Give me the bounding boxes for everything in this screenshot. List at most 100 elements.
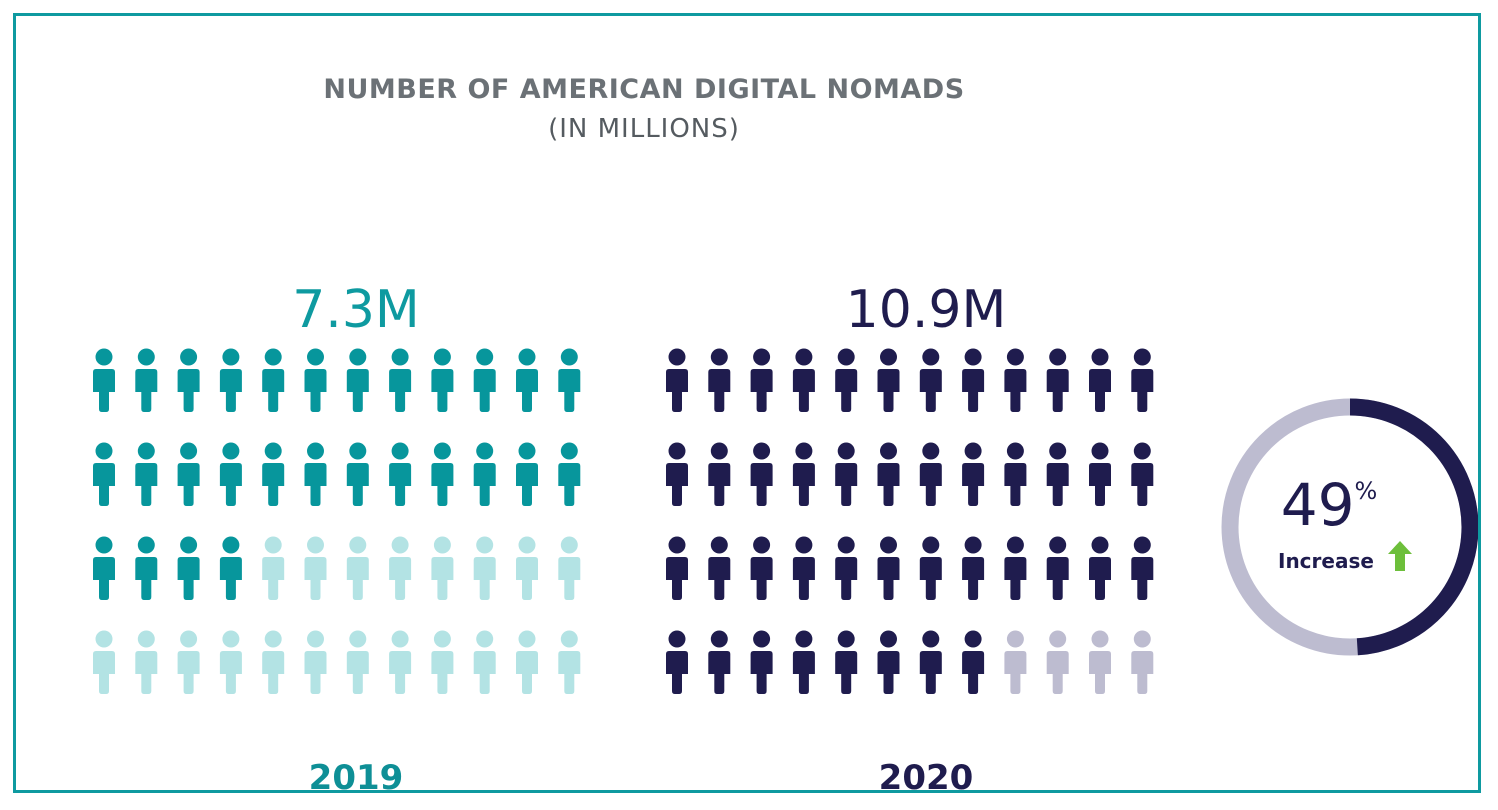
person-icon bbox=[877, 536, 900, 600]
person-icon bbox=[1046, 536, 1069, 600]
increase-percent-number: 49 bbox=[1280, 471, 1355, 539]
person-icon bbox=[666, 536, 688, 600]
person-icon bbox=[792, 630, 815, 694]
person-icon bbox=[431, 442, 454, 506]
person-icon bbox=[919, 442, 942, 506]
year-label-2020: 2020 bbox=[878, 758, 974, 793]
person-icon bbox=[919, 630, 942, 694]
person-icon bbox=[962, 536, 985, 600]
person-icon bbox=[135, 348, 158, 412]
person-icon bbox=[877, 630, 900, 694]
person-icon bbox=[346, 630, 369, 694]
ring-fill bbox=[1221, 398, 1478, 656]
person-icon bbox=[708, 442, 731, 506]
person-icon bbox=[1131, 442, 1154, 506]
person-icon bbox=[1046, 630, 1069, 694]
person-icon bbox=[346, 348, 369, 412]
person-icon bbox=[304, 630, 327, 694]
person-icon bbox=[262, 630, 285, 694]
increase-ring bbox=[1221, 398, 1478, 656]
person-icon bbox=[1004, 536, 1027, 600]
person-icon bbox=[473, 348, 496, 412]
person-icon bbox=[558, 348, 581, 412]
person-icon bbox=[431, 630, 454, 694]
person-icon bbox=[877, 442, 900, 506]
person-icon bbox=[516, 630, 538, 694]
chart-subtitle: (IN MILLIONS) bbox=[548, 114, 740, 144]
infographic-frame: NUMBER OF AMERICAN DIGITAL NOMADS (IN MI… bbox=[13, 13, 1481, 793]
increase-percent: 49% bbox=[1214, 473, 1444, 537]
person-icon bbox=[558, 630, 581, 694]
person-icon bbox=[431, 536, 454, 600]
person-icon bbox=[877, 348, 900, 412]
person-icon bbox=[304, 348, 327, 412]
value-label-2019: 7.3M bbox=[292, 280, 420, 340]
person-icon bbox=[346, 536, 369, 600]
value-label-2020: 10.9M bbox=[845, 280, 1007, 340]
person-icon bbox=[708, 348, 731, 412]
person-icon bbox=[389, 536, 412, 600]
person-icon bbox=[1089, 630, 1111, 694]
person-icon bbox=[473, 536, 496, 600]
person-icon bbox=[835, 630, 858, 694]
person-icon bbox=[792, 442, 815, 506]
person-icon bbox=[1046, 348, 1069, 412]
person-icon bbox=[93, 536, 115, 600]
increase-label: Increase bbox=[1278, 549, 1374, 573]
person-icon bbox=[1046, 442, 1069, 506]
person-icon bbox=[750, 442, 773, 506]
person-icon bbox=[1131, 348, 1154, 412]
person-icon bbox=[666, 630, 688, 694]
person-icon bbox=[262, 442, 285, 506]
person-icon bbox=[431, 348, 454, 412]
person-icon bbox=[835, 348, 858, 412]
person-icon bbox=[1131, 536, 1154, 600]
person-icon bbox=[1131, 630, 1154, 694]
person-icon bbox=[750, 348, 773, 412]
person-icon bbox=[135, 442, 158, 506]
person-icon bbox=[962, 630, 985, 694]
person-icon bbox=[516, 536, 538, 600]
person-icon bbox=[558, 442, 581, 506]
person-icon bbox=[219, 442, 242, 506]
person-icon bbox=[1004, 630, 1027, 694]
person-icon bbox=[177, 536, 200, 600]
percent-sign: % bbox=[1354, 477, 1378, 505]
pictogram-grid-2020 bbox=[666, 348, 1154, 694]
person-icon bbox=[135, 536, 158, 600]
person-icon bbox=[262, 348, 285, 412]
person-icon bbox=[558, 536, 581, 600]
arrow-up-icon bbox=[1388, 541, 1412, 571]
increase-donut: 49% Increase bbox=[1214, 391, 1478, 663]
person-icon bbox=[177, 348, 200, 412]
person-icon bbox=[304, 536, 327, 600]
person-icon bbox=[93, 442, 115, 506]
person-icon bbox=[177, 442, 200, 506]
person-icon bbox=[666, 348, 688, 412]
person-icon bbox=[473, 630, 496, 694]
person-icon bbox=[708, 536, 731, 600]
person-icon bbox=[135, 630, 158, 694]
person-icon bbox=[1089, 442, 1111, 506]
person-icon bbox=[93, 348, 115, 412]
person-icon bbox=[262, 536, 285, 600]
person-icon bbox=[750, 630, 773, 694]
person-icon bbox=[1089, 536, 1111, 600]
person-icon bbox=[708, 630, 731, 694]
person-icon bbox=[177, 630, 200, 694]
person-icon bbox=[919, 348, 942, 412]
person-icon bbox=[1089, 348, 1111, 412]
person-icon bbox=[219, 630, 242, 694]
pictogram-grid-2019 bbox=[93, 348, 581, 694]
person-icon bbox=[919, 536, 942, 600]
person-icon bbox=[219, 536, 242, 600]
person-icon bbox=[1004, 348, 1027, 412]
person-icon bbox=[389, 348, 412, 412]
person-icon bbox=[219, 348, 242, 412]
person-icon bbox=[835, 536, 858, 600]
person-icon bbox=[1004, 442, 1027, 506]
person-icon bbox=[666, 442, 688, 506]
person-icon bbox=[962, 348, 985, 412]
person-icon bbox=[792, 348, 815, 412]
person-icon bbox=[346, 442, 369, 506]
